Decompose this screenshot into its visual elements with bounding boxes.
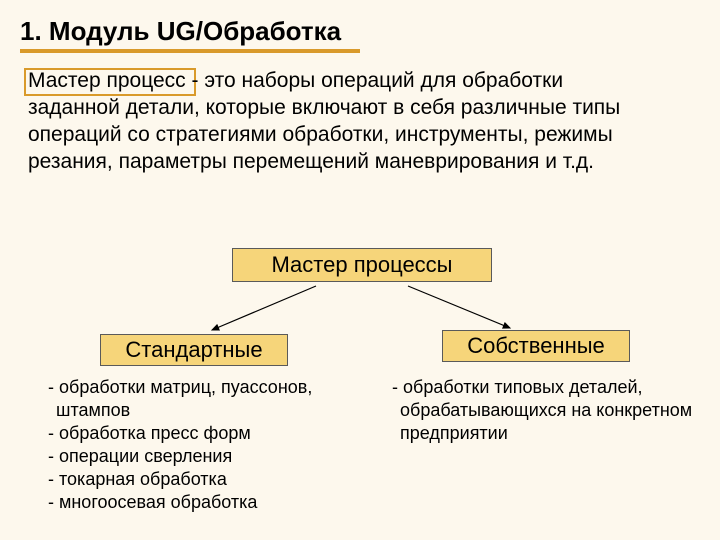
node-root: Мастер процессы xyxy=(232,248,492,282)
node-right: Собственные xyxy=(442,330,630,362)
slide-heading: 1. Модуль UG/Обработка xyxy=(20,16,360,53)
list-custom: - обработки типовых деталей, обрабатываю… xyxy=(392,376,702,445)
definition-paragraph: Мастер процесс - это наборы операций для… xyxy=(28,68,648,176)
arrow-to-left xyxy=(212,286,316,330)
arrow-to-right xyxy=(408,286,510,328)
list-item: - обработки матриц, пуассонов, штампов xyxy=(48,376,348,422)
node-root-label: Мастер процессы xyxy=(271,252,452,278)
node-left: Стандартные xyxy=(100,334,288,366)
list-standard: - обработки матриц, пуассонов, штампов- … xyxy=(48,376,348,514)
node-right-label: Собственные xyxy=(467,333,605,359)
list-item: - токарная обработка xyxy=(48,468,348,491)
list-item: - обработки типовых деталей, обрабатываю… xyxy=(392,376,702,445)
node-left-label: Стандартные xyxy=(125,337,262,363)
list-item: - многоосевая обработка xyxy=(48,491,348,514)
list-item: - операции сверления xyxy=(48,445,348,468)
list-item: - обработка пресс форм xyxy=(48,422,348,445)
